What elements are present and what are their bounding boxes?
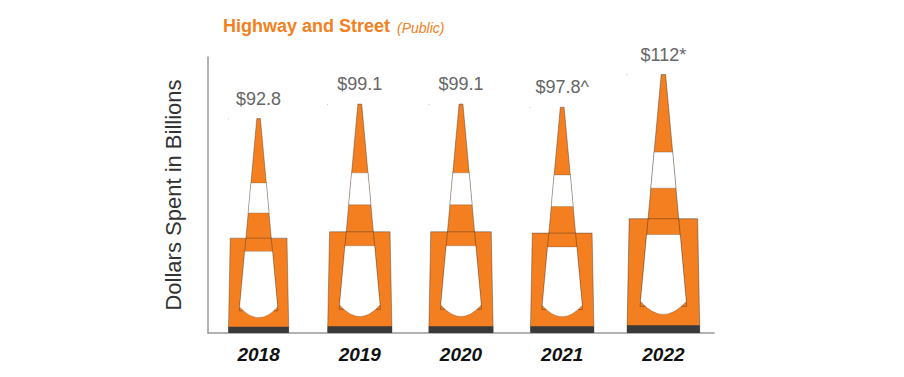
svg-text:(Public): (Public) — [397, 20, 444, 36]
svg-text:$92.8: $92.8 — [236, 89, 281, 109]
svg-text:$99.1: $99.1 — [438, 74, 483, 94]
svg-text:Highway and Street: Highway and Street — [223, 16, 390, 36]
svg-text:Dollars Spent in Billions: Dollars Spent in Billions — [161, 79, 186, 310]
svg-text:2018: 2018 — [236, 344, 280, 365]
svg-text:2022: 2022 — [641, 344, 685, 365]
svg-text:$99.1: $99.1 — [337, 74, 382, 94]
svg-text:$112*: $112* — [641, 45, 687, 65]
svg-text:2021: 2021 — [540, 344, 583, 365]
svg-text:$97.8^: $97.8^ — [535, 77, 589, 97]
svg-text:2020: 2020 — [439, 344, 483, 365]
svg-text:2019: 2019 — [338, 344, 382, 365]
